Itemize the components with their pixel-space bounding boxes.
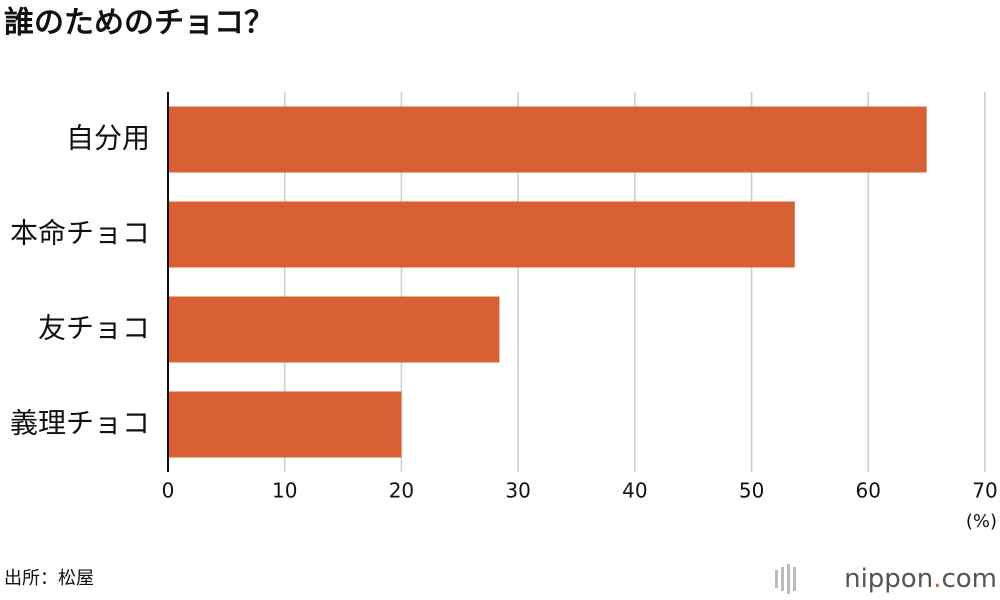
y-tick-label: 義理チョコ — [10, 407, 150, 440]
y-tick-label: 自分用 — [66, 122, 150, 155]
x-unit: (%) — [966, 511, 997, 532]
logo-name: nippon — [844, 564, 933, 594]
source: 出所：松屋 — [4, 568, 94, 589]
x-tick-label: 40 — [622, 479, 647, 503]
bar — [168, 296, 500, 363]
x-tick-label: 20 — [389, 479, 414, 503]
bar — [168, 106, 927, 173]
bar — [168, 201, 795, 268]
chart-title: 誰のためのチョコ？ — [4, 6, 274, 41]
x-tick-label: 70 — [972, 479, 997, 503]
x-tick-label: 60 — [856, 479, 881, 503]
x-tick-label: 30 — [505, 479, 530, 503]
bar — [168, 391, 402, 458]
x-tick-label: 10 — [272, 479, 297, 503]
y-tick-label: 本命チョコ — [10, 217, 150, 250]
x-tick-label: 0 — [162, 479, 175, 503]
logo-icon — [775, 564, 796, 594]
logo: nippon.com — [844, 564, 997, 594]
logo-domain: com — [941, 564, 997, 594]
logo-dot: . — [933, 564, 941, 594]
y-tick-label: 友チョコ — [38, 312, 150, 345]
x-tick-label: 50 — [739, 479, 764, 503]
